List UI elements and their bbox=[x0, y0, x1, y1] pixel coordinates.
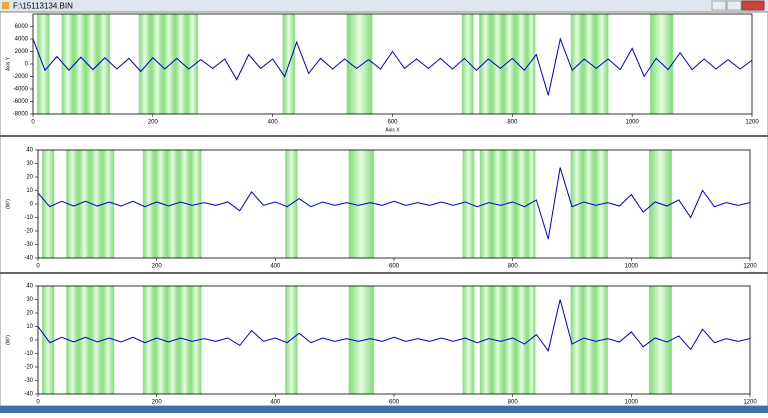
highlight-band bbox=[150, 13, 164, 115]
highlight-band bbox=[78, 285, 91, 395]
signal-line bbox=[33, 37, 752, 96]
x-tick-label: 400 bbox=[270, 400, 281, 406]
highlight-band bbox=[527, 13, 536, 115]
x-tick-label: 200 bbox=[148, 120, 159, 126]
x-axis-label: Axis X bbox=[385, 127, 400, 133]
y-tick-label: 10 bbox=[26, 324, 33, 330]
highlight-band bbox=[97, 13, 110, 115]
y-tick-label: 0 bbox=[30, 202, 34, 208]
y-tick-label: -40 bbox=[24, 256, 33, 262]
highlight-band bbox=[142, 285, 156, 395]
y-tick-label: -40 bbox=[24, 392, 33, 398]
highlight-band bbox=[166, 149, 179, 259]
y-tick-label: 6000 bbox=[15, 24, 29, 30]
y-tick-label: -30 bbox=[24, 242, 33, 248]
highlight-band bbox=[154, 149, 168, 259]
highlight-band bbox=[515, 13, 528, 115]
y-tick-label: 40 bbox=[26, 284, 33, 290]
y-axis-label: (W²) bbox=[5, 199, 11, 209]
x-tick-label: 1000 bbox=[625, 264, 639, 270]
x-tick-label: 1200 bbox=[743, 400, 757, 406]
highlight-band bbox=[73, 13, 86, 115]
y-tick-label: -6000 bbox=[13, 99, 29, 105]
x-tick-label: 600 bbox=[389, 400, 400, 406]
y-tick-label: 0 bbox=[25, 62, 29, 68]
x-tick-label: 1000 bbox=[625, 400, 639, 406]
x-tick-label: 0 bbox=[36, 264, 40, 270]
highlight-band bbox=[174, 13, 188, 115]
maximize-button[interactable] bbox=[726, 0, 742, 11]
x-tick-label: 1000 bbox=[625, 120, 639, 126]
highlight-band bbox=[162, 13, 176, 115]
y-tick-label: 0 bbox=[30, 338, 34, 344]
highlight-band bbox=[570, 149, 583, 259]
x-tick-label: 600 bbox=[387, 120, 398, 126]
y-tick-label: -30 bbox=[24, 378, 33, 384]
y-tick-label: -20 bbox=[24, 229, 33, 235]
y-tick-label: -10 bbox=[24, 215, 33, 221]
x-tick-label: 200 bbox=[152, 400, 163, 406]
x-tick-label: 800 bbox=[508, 264, 519, 270]
y-axis-label: (W²) bbox=[5, 335, 11, 345]
x-tick-label: 400 bbox=[268, 120, 279, 126]
taskbar bbox=[0, 406, 768, 413]
highlight-band bbox=[36, 13, 50, 115]
x-tick-label: 400 bbox=[270, 264, 281, 270]
y-tick-label: -8000 bbox=[13, 112, 29, 118]
highlight-band bbox=[186, 13, 199, 115]
highlight-band bbox=[154, 285, 168, 395]
app-icon bbox=[2, 2, 9, 9]
y-tick-label: 20 bbox=[26, 311, 33, 317]
y-tick-label: -20 bbox=[24, 365, 33, 371]
x-tick-label: 1200 bbox=[745, 120, 759, 126]
highlight-band bbox=[582, 13, 596, 115]
minimize-button[interactable] bbox=[711, 0, 727, 11]
y-tick-label: 30 bbox=[26, 297, 33, 303]
y-tick-label: -2000 bbox=[13, 74, 29, 80]
highlight-band bbox=[166, 285, 179, 395]
highlight-band bbox=[462, 149, 475, 259]
x-tick-label: 0 bbox=[36, 400, 40, 406]
y-tick-label: -10 bbox=[24, 351, 33, 357]
window-title: F:\15113134.BIN bbox=[13, 2, 73, 11]
x-tick-label: 0 bbox=[31, 120, 35, 126]
y-tick-label: 2000 bbox=[15, 49, 29, 55]
y-axis-label: Axis Y bbox=[5, 56, 11, 71]
close-button[interactable] bbox=[741, 0, 765, 11]
highlight-band bbox=[142, 149, 156, 259]
x-tick-label: 800 bbox=[507, 120, 518, 126]
highlight-band bbox=[78, 149, 91, 259]
x-tick-label: 600 bbox=[389, 264, 400, 270]
title-bar bbox=[0, 0, 768, 12]
highlight-band bbox=[138, 13, 152, 115]
y-tick-label: 40 bbox=[26, 148, 33, 154]
highlight-band bbox=[461, 13, 474, 115]
y-tick-label: 4000 bbox=[15, 37, 29, 43]
highlight-band bbox=[570, 13, 584, 115]
y-tick-label: 20 bbox=[26, 175, 33, 181]
highlight-band bbox=[491, 13, 504, 115]
x-tick-label: 200 bbox=[152, 264, 163, 270]
y-tick-label: 10 bbox=[26, 188, 33, 194]
highlight-band bbox=[527, 285, 536, 395]
y-tick-label: 30 bbox=[26, 161, 33, 167]
signal-line bbox=[38, 167, 750, 240]
highlight-band bbox=[462, 285, 475, 395]
y-tick-label: -4000 bbox=[13, 87, 29, 93]
signal-line bbox=[38, 299, 750, 352]
x-tick-label: 1200 bbox=[743, 264, 757, 270]
x-tick-label: 800 bbox=[508, 400, 519, 406]
window-controls[interactable] bbox=[711, 0, 765, 11]
highlight-band bbox=[479, 13, 492, 115]
